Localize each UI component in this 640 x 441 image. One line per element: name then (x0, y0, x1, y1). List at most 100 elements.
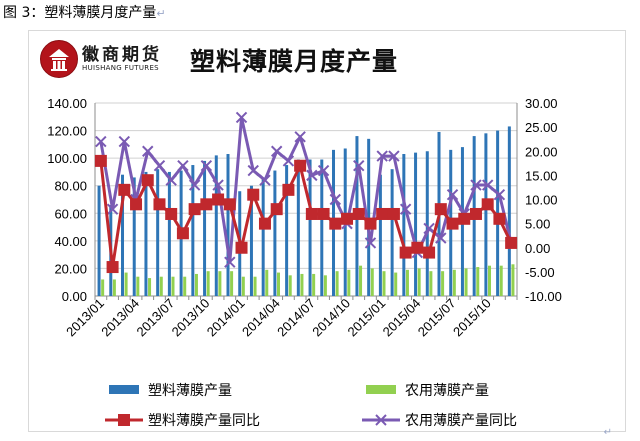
point-plastic-film-yoy (188, 203, 201, 216)
y2-tick-label: 25.00 (525, 120, 558, 135)
bar-plastic-film (191, 165, 195, 296)
logo-name-cn: 徽商期货 (82, 45, 162, 65)
bar-agri-film (487, 265, 491, 296)
y-tick-label: 80.00 (54, 179, 87, 194)
x-tick-label: 2014/10 (309, 296, 353, 340)
point-plastic-film-yoy (446, 217, 459, 230)
bar-agri-film (159, 276, 163, 296)
bar-agri-film (218, 271, 222, 296)
chart-frame (28, 30, 626, 432)
point-plastic-film-yoy (505, 236, 518, 249)
point-plastic-film-yoy (270, 203, 283, 216)
x-tick-label: 2014/04 (239, 296, 283, 340)
point-plastic-film-yoy (481, 198, 494, 211)
x-tick-label: 2015/07 (415, 296, 459, 340)
y-tick-label: 60.00 (54, 206, 87, 221)
point-plastic-film-yoy (153, 198, 166, 211)
point-agri-film-yoy (329, 193, 342, 206)
bar-agri-film (335, 271, 339, 296)
bar-agri-film (382, 271, 386, 296)
x-tick-label: 2015/04 (380, 296, 424, 340)
point-plastic-film-yoy (212, 193, 225, 206)
paragraph-return-mark: ↵ (603, 427, 612, 438)
point-plastic-film-yoy (423, 246, 436, 259)
chart-title: 塑料薄膜月度产量 (190, 47, 399, 76)
point-plastic-film-yoy (434, 203, 447, 216)
point-plastic-film-yoy (130, 198, 143, 211)
point-agri-film-yoy (235, 111, 248, 124)
y-tick-label: 0.00 (62, 289, 87, 304)
point-agri-film-yoy (212, 179, 224, 191)
bar-agri-film (265, 269, 269, 296)
y-tick-label: 140.00 (47, 96, 87, 111)
legend-label: 农用薄膜产量同比 (405, 413, 517, 429)
bar-agri-film (476, 267, 480, 296)
point-agri-film-yoy (95, 135, 107, 148)
bar-plastic-film (249, 185, 253, 296)
point-plastic-film-yoy (317, 207, 330, 220)
point-agri-film-yoy (306, 169, 318, 182)
bar-plastic-film (226, 154, 230, 296)
point-agri-film-yoy (165, 174, 177, 186)
bar-agri-film (194, 273, 198, 296)
point-plastic-film-yoy (387, 207, 400, 220)
y2-tick-label: 0.00 (525, 241, 550, 256)
bar-agri-film (112, 279, 116, 296)
point-agri-film-yoy (118, 135, 131, 148)
figure-caption: 图 3：塑料薄膜月度产量↵ (3, 2, 166, 22)
bar-plastic-film (214, 155, 218, 296)
point-agri-film-yoy (435, 232, 447, 244)
point-plastic-film-yoy (493, 212, 506, 225)
point-agri-film-yoy (294, 131, 306, 143)
point-plastic-film-yoy (305, 207, 318, 220)
point-plastic-film-yoy (376, 207, 389, 220)
point-agri-film-yoy (188, 179, 201, 191)
bar-plastic-film (320, 159, 324, 296)
point-plastic-film-yoy (329, 217, 342, 230)
bar-plastic-film (273, 170, 277, 296)
point-agri-film-yoy (399, 203, 412, 215)
point-plastic-film-yoy (223, 198, 236, 211)
bar-agri-film (300, 273, 304, 296)
legend-swatch-marker (118, 414, 130, 426)
bar-agri-film (452, 269, 456, 296)
point-agri-film-yoy (388, 150, 400, 162)
bar-plastic-film (507, 126, 511, 296)
bar-agri-film (394, 272, 398, 296)
y-tick-label: 100.00 (47, 151, 87, 166)
point-agri-film-yoy (106, 203, 119, 215)
y2-tick-label: 5.00 (525, 217, 550, 232)
point-plastic-film-yoy (200, 198, 213, 211)
legend-swatch (366, 385, 396, 394)
point-agri-film-yoy (270, 145, 283, 157)
bar-plastic-film (484, 133, 488, 296)
point-agri-film-yoy (446, 188, 459, 201)
bar-plastic-film (367, 138, 371, 296)
bar-agri-film (183, 276, 187, 296)
point-agri-film-yoy (493, 188, 506, 201)
point-plastic-film-yoy (294, 159, 307, 172)
y2-tick-label: 30.00 (525, 96, 558, 111)
logo-badge-icon (40, 40, 78, 78)
point-agri-film-yoy (481, 179, 494, 191)
x-tick-label: 2015/10 (450, 296, 494, 340)
bar-agri-film (347, 269, 351, 296)
bar-plastic-film (414, 152, 418, 296)
logo-name-en: HUISHANG FUTURES (82, 64, 159, 72)
bar-agri-film (171, 276, 175, 296)
point-plastic-film-yoy (458, 212, 471, 225)
bar-agri-film (206, 271, 210, 296)
point-agri-film-yoy (353, 160, 365, 172)
bar-agri-film (511, 264, 515, 296)
bar-agri-film (241, 276, 245, 296)
bar-plastic-film (425, 151, 429, 296)
bar-plastic-film (144, 171, 148, 296)
bar-agri-film (429, 271, 433, 296)
company-logo: 徽商期货 HUISHANG FUTURES (40, 40, 184, 78)
point-agri-film-yoy (224, 256, 236, 268)
bar-plastic-film (97, 185, 101, 296)
bar-agri-film (370, 268, 374, 296)
bar-plastic-film (402, 154, 406, 296)
bar-agri-film (359, 265, 363, 296)
y2-tick-label: 20.00 (525, 144, 558, 159)
